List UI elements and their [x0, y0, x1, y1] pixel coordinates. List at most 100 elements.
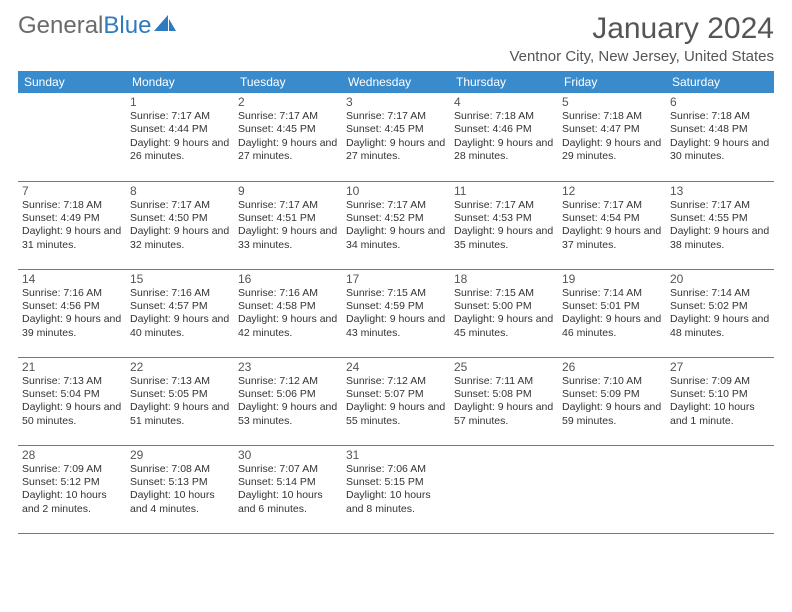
day-header: Thursday	[450, 71, 558, 93]
calendar-week-row: 21Sunrise: 7:13 AMSunset: 5:04 PMDayligh…	[18, 357, 774, 445]
calendar-day-cell: 20Sunrise: 7:14 AMSunset: 5:02 PMDayligh…	[666, 269, 774, 357]
calendar-week-row: 28Sunrise: 7:09 AMSunset: 5:12 PMDayligh…	[18, 445, 774, 533]
calendar-day-cell: 16Sunrise: 7:16 AMSunset: 4:58 PMDayligh…	[234, 269, 342, 357]
calendar-week-row: 1Sunrise: 7:17 AMSunset: 4:44 PMDaylight…	[18, 93, 774, 181]
day-header: Sunday	[18, 71, 126, 93]
day-info: Sunrise: 7:16 AMSunset: 4:57 PMDaylight:…	[130, 287, 230, 341]
calendar-day-cell: 30Sunrise: 7:07 AMSunset: 5:14 PMDayligh…	[234, 445, 342, 533]
day-number: 15	[130, 272, 230, 286]
day-info: Sunrise: 7:11 AMSunset: 5:08 PMDaylight:…	[454, 375, 554, 429]
day-header: Friday	[558, 71, 666, 93]
day-number: 11	[454, 184, 554, 198]
calendar-day-cell	[666, 445, 774, 533]
calendar-day-cell: 18Sunrise: 7:15 AMSunset: 5:00 PMDayligh…	[450, 269, 558, 357]
day-header: Monday	[126, 71, 234, 93]
logo-text-1: General	[18, 12, 103, 40]
day-info: Sunrise: 7:17 AMSunset: 4:50 PMDaylight:…	[130, 199, 230, 253]
day-number: 12	[562, 184, 662, 198]
calendar-day-cell: 25Sunrise: 7:11 AMSunset: 5:08 PMDayligh…	[450, 357, 558, 445]
day-header: Saturday	[666, 71, 774, 93]
day-info: Sunrise: 7:18 AMSunset: 4:48 PMDaylight:…	[670, 110, 770, 164]
day-number: 29	[130, 448, 230, 462]
calendar-day-cell: 23Sunrise: 7:12 AMSunset: 5:06 PMDayligh…	[234, 357, 342, 445]
location-text: Ventnor City, New Jersey, United States	[509, 48, 774, 65]
calendar-day-cell: 21Sunrise: 7:13 AMSunset: 5:04 PMDayligh…	[18, 357, 126, 445]
day-number: 8	[130, 184, 230, 198]
day-number: 20	[670, 272, 770, 286]
day-info: Sunrise: 7:09 AMSunset: 5:10 PMDaylight:…	[670, 375, 770, 429]
calendar-body: 1Sunrise: 7:17 AMSunset: 4:44 PMDaylight…	[18, 93, 774, 533]
calendar-day-cell	[450, 445, 558, 533]
day-number: 23	[238, 360, 338, 374]
calendar-week-row: 14Sunrise: 7:16 AMSunset: 4:56 PMDayligh…	[18, 269, 774, 357]
day-number: 30	[238, 448, 338, 462]
logo-text-2: Blue	[103, 12, 151, 40]
calendar-day-cell: 19Sunrise: 7:14 AMSunset: 5:01 PMDayligh…	[558, 269, 666, 357]
calendar-day-cell: 17Sunrise: 7:15 AMSunset: 4:59 PMDayligh…	[342, 269, 450, 357]
day-info: Sunrise: 7:13 AMSunset: 5:05 PMDaylight:…	[130, 375, 230, 429]
day-header: Tuesday	[234, 71, 342, 93]
day-number: 14	[22, 272, 122, 286]
day-info: Sunrise: 7:18 AMSunset: 4:49 PMDaylight:…	[22, 199, 122, 253]
calendar-header-row: SundayMondayTuesdayWednesdayThursdayFrid…	[18, 71, 774, 93]
day-number: 31	[346, 448, 446, 462]
day-info: Sunrise: 7:18 AMSunset: 4:46 PMDaylight:…	[454, 110, 554, 164]
calendar-day-cell: 4Sunrise: 7:18 AMSunset: 4:46 PMDaylight…	[450, 93, 558, 181]
day-info: Sunrise: 7:14 AMSunset: 5:01 PMDaylight:…	[562, 287, 662, 341]
calendar-day-cell	[558, 445, 666, 533]
day-info: Sunrise: 7:17 AMSunset: 4:53 PMDaylight:…	[454, 199, 554, 253]
day-number: 2	[238, 95, 338, 109]
calendar-day-cell: 3Sunrise: 7:17 AMSunset: 4:45 PMDaylight…	[342, 93, 450, 181]
calendar-day-cell: 31Sunrise: 7:06 AMSunset: 5:15 PMDayligh…	[342, 445, 450, 533]
day-number: 3	[346, 95, 446, 109]
day-info: Sunrise: 7:15 AMSunset: 4:59 PMDaylight:…	[346, 287, 446, 341]
title-block: January 2024 Ventnor City, New Jersey, U…	[509, 12, 774, 65]
day-number: 9	[238, 184, 338, 198]
calendar-day-cell: 24Sunrise: 7:12 AMSunset: 5:07 PMDayligh…	[342, 357, 450, 445]
day-info: Sunrise: 7:17 AMSunset: 4:54 PMDaylight:…	[562, 199, 662, 253]
calendar-day-cell: 12Sunrise: 7:17 AMSunset: 4:54 PMDayligh…	[558, 181, 666, 269]
calendar-day-cell: 2Sunrise: 7:17 AMSunset: 4:45 PMDaylight…	[234, 93, 342, 181]
day-number: 13	[670, 184, 770, 198]
day-info: Sunrise: 7:10 AMSunset: 5:09 PMDaylight:…	[562, 375, 662, 429]
day-info: Sunrise: 7:09 AMSunset: 5:12 PMDaylight:…	[22, 463, 122, 517]
calendar-day-cell: 15Sunrise: 7:16 AMSunset: 4:57 PMDayligh…	[126, 269, 234, 357]
day-info: Sunrise: 7:13 AMSunset: 5:04 PMDaylight:…	[22, 375, 122, 429]
day-number: 22	[130, 360, 230, 374]
calendar-day-cell: 5Sunrise: 7:18 AMSunset: 4:47 PMDaylight…	[558, 93, 666, 181]
calendar-day-cell: 7Sunrise: 7:18 AMSunset: 4:49 PMDaylight…	[18, 181, 126, 269]
day-number: 25	[454, 360, 554, 374]
header: GeneralBlue January 2024 Ventnor City, N…	[18, 12, 774, 65]
day-number: 27	[670, 360, 770, 374]
day-number: 24	[346, 360, 446, 374]
day-info: Sunrise: 7:17 AMSunset: 4:45 PMDaylight:…	[346, 110, 446, 164]
calendar-day-cell	[18, 93, 126, 181]
day-info: Sunrise: 7:17 AMSunset: 4:52 PMDaylight:…	[346, 199, 446, 253]
calendar-day-cell: 1Sunrise: 7:17 AMSunset: 4:44 PMDaylight…	[126, 93, 234, 181]
calendar-day-cell: 26Sunrise: 7:10 AMSunset: 5:09 PMDayligh…	[558, 357, 666, 445]
day-info: Sunrise: 7:16 AMSunset: 4:58 PMDaylight:…	[238, 287, 338, 341]
day-number: 7	[22, 184, 122, 198]
day-info: Sunrise: 7:17 AMSunset: 4:51 PMDaylight:…	[238, 199, 338, 253]
day-number: 10	[346, 184, 446, 198]
day-number: 26	[562, 360, 662, 374]
month-title: January 2024	[509, 12, 774, 46]
calendar-day-cell: 14Sunrise: 7:16 AMSunset: 4:56 PMDayligh…	[18, 269, 126, 357]
logo: GeneralBlue	[18, 12, 176, 40]
day-number: 1	[130, 95, 230, 109]
calendar-day-cell: 28Sunrise: 7:09 AMSunset: 5:12 PMDayligh…	[18, 445, 126, 533]
day-info: Sunrise: 7:17 AMSunset: 4:44 PMDaylight:…	[130, 110, 230, 164]
day-number: 4	[454, 95, 554, 109]
calendar-week-row: 7Sunrise: 7:18 AMSunset: 4:49 PMDaylight…	[18, 181, 774, 269]
day-number: 6	[670, 95, 770, 109]
logo-sail-icon	[154, 15, 176, 33]
day-number: 16	[238, 272, 338, 286]
day-info: Sunrise: 7:07 AMSunset: 5:14 PMDaylight:…	[238, 463, 338, 517]
day-number: 5	[562, 95, 662, 109]
calendar-day-cell: 27Sunrise: 7:09 AMSunset: 5:10 PMDayligh…	[666, 357, 774, 445]
day-info: Sunrise: 7:16 AMSunset: 4:56 PMDaylight:…	[22, 287, 122, 341]
calendar-day-cell: 9Sunrise: 7:17 AMSunset: 4:51 PMDaylight…	[234, 181, 342, 269]
calendar-day-cell: 11Sunrise: 7:17 AMSunset: 4:53 PMDayligh…	[450, 181, 558, 269]
calendar-table: SundayMondayTuesdayWednesdayThursdayFrid…	[18, 71, 774, 534]
day-info: Sunrise: 7:15 AMSunset: 5:00 PMDaylight:…	[454, 287, 554, 341]
